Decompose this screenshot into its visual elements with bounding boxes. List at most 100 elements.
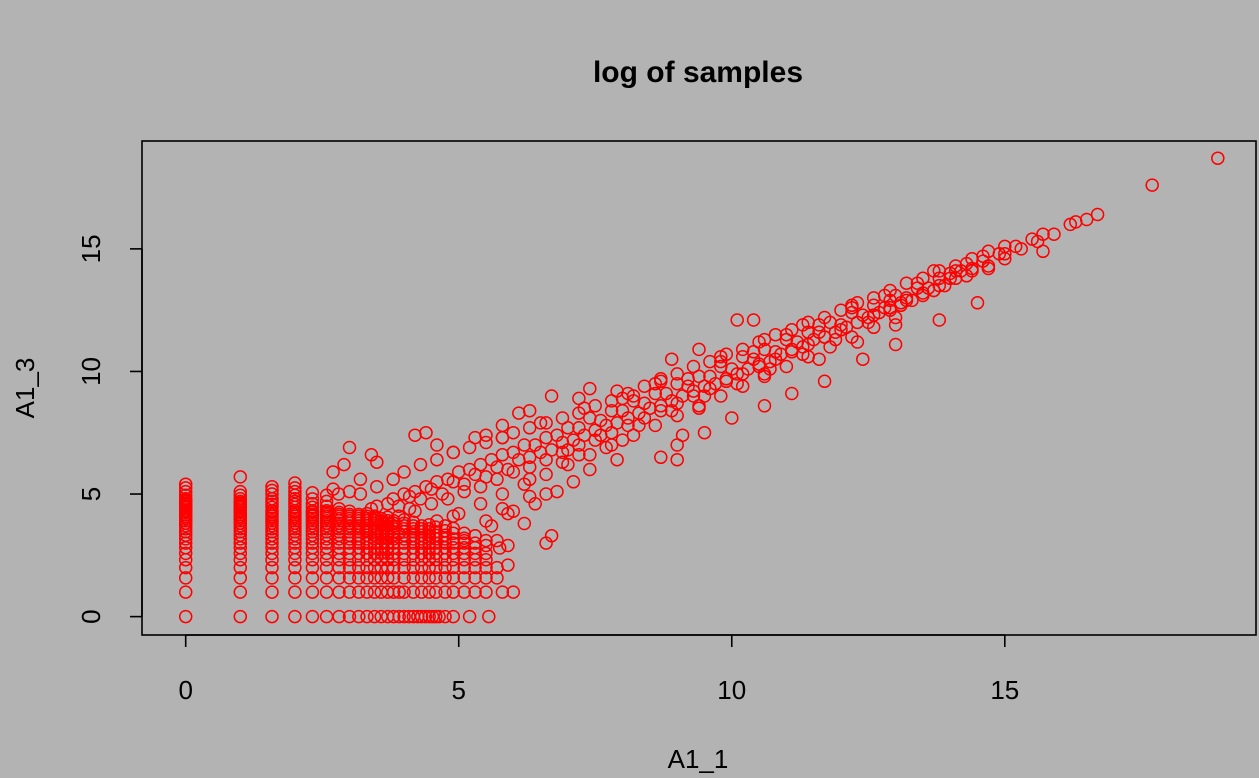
data-point — [1014, 242, 1028, 256]
data-point — [360, 506, 374, 521]
data-point — [850, 335, 865, 349]
data-point — [615, 391, 630, 406]
data-point — [414, 519, 429, 533]
data-point — [233, 484, 248, 499]
data-point — [1145, 178, 1159, 192]
data-point — [386, 472, 400, 487]
data-point — [664, 394, 679, 408]
data-point — [785, 386, 799, 401]
data-point — [414, 585, 429, 599]
data-point — [265, 546, 279, 561]
data-point — [894, 298, 908, 313]
data-point — [741, 362, 755, 376]
data-point — [342, 504, 357, 518]
data-point — [468, 560, 482, 575]
data-point — [342, 484, 357, 499]
data-point — [353, 487, 368, 501]
data-point — [413, 457, 428, 472]
data-point — [446, 585, 461, 599]
data-point — [178, 481, 193, 495]
data-point — [910, 276, 925, 290]
data-point — [386, 585, 401, 599]
data-point — [332, 585, 346, 599]
data-point — [397, 560, 411, 575]
x-tick-label: 0 — [178, 675, 192, 705]
data-point — [326, 465, 340, 479]
data-point — [319, 585, 334, 599]
data-point — [422, 585, 436, 599]
data-point — [353, 472, 368, 487]
data-point — [392, 609, 406, 624]
data-point — [392, 585, 406, 599]
data-point — [332, 609, 346, 624]
data-point — [288, 481, 302, 495]
data-point — [927, 283, 941, 298]
data-point — [408, 428, 422, 442]
data-point — [888, 337, 903, 352]
data-point — [352, 560, 366, 575]
y-tick-label: 5 — [76, 487, 106, 501]
data-point — [337, 457, 351, 472]
data-point — [430, 452, 444, 467]
data-point — [430, 475, 444, 489]
data-point — [479, 552, 493, 567]
data-point — [457, 533, 471, 548]
data-point — [386, 609, 401, 624]
data-point — [332, 546, 346, 561]
data-point — [888, 318, 903, 332]
data-point — [305, 560, 320, 575]
data-point — [730, 376, 744, 391]
data-point — [178, 560, 193, 575]
data-point — [479, 435, 493, 450]
data-point — [429, 585, 443, 599]
data-point — [670, 367, 684, 381]
data-point — [479, 560, 493, 575]
data-point — [899, 276, 914, 290]
data-point — [583, 381, 597, 396]
data-point — [517, 516, 532, 531]
data-point — [730, 313, 744, 327]
data-point — [566, 475, 581, 489]
data-point — [714, 359, 728, 374]
data-points — [178, 151, 1225, 624]
data-point — [522, 403, 537, 418]
data-point — [233, 532, 248, 546]
data-point — [768, 327, 783, 342]
data-point — [429, 571, 443, 585]
data-point — [692, 342, 706, 357]
data-point — [319, 503, 334, 518]
data-point — [446, 609, 461, 624]
data-point — [305, 609, 320, 624]
data-point — [319, 609, 334, 624]
data-point — [422, 517, 436, 532]
data-point — [577, 428, 592, 442]
data-point — [948, 264, 963, 278]
data-point — [621, 411, 635, 425]
data-point — [265, 609, 279, 624]
data-point — [561, 421, 575, 435]
data-point — [664, 403, 679, 418]
data-point — [544, 443, 559, 457]
data-point — [178, 609, 193, 624]
data-point — [319, 499, 334, 514]
data-point — [342, 560, 357, 575]
data-point — [992, 247, 1007, 261]
data-point — [265, 483, 279, 498]
data-point — [438, 609, 452, 624]
data-point — [360, 571, 374, 585]
data-point — [506, 585, 521, 599]
data-point — [370, 455, 384, 469]
data-point — [932, 313, 947, 327]
data-point — [856, 352, 870, 366]
data-point — [1036, 227, 1050, 241]
data-point — [495, 448, 510, 462]
data-point — [406, 532, 421, 546]
data-point — [719, 372, 734, 386]
data-point — [397, 465, 411, 479]
data-point — [976, 249, 990, 263]
data-point — [288, 609, 302, 624]
data-point — [391, 526, 406, 541]
x-tick-label: 10 — [717, 675, 746, 705]
data-point — [406, 560, 421, 575]
data-point — [305, 532, 320, 546]
